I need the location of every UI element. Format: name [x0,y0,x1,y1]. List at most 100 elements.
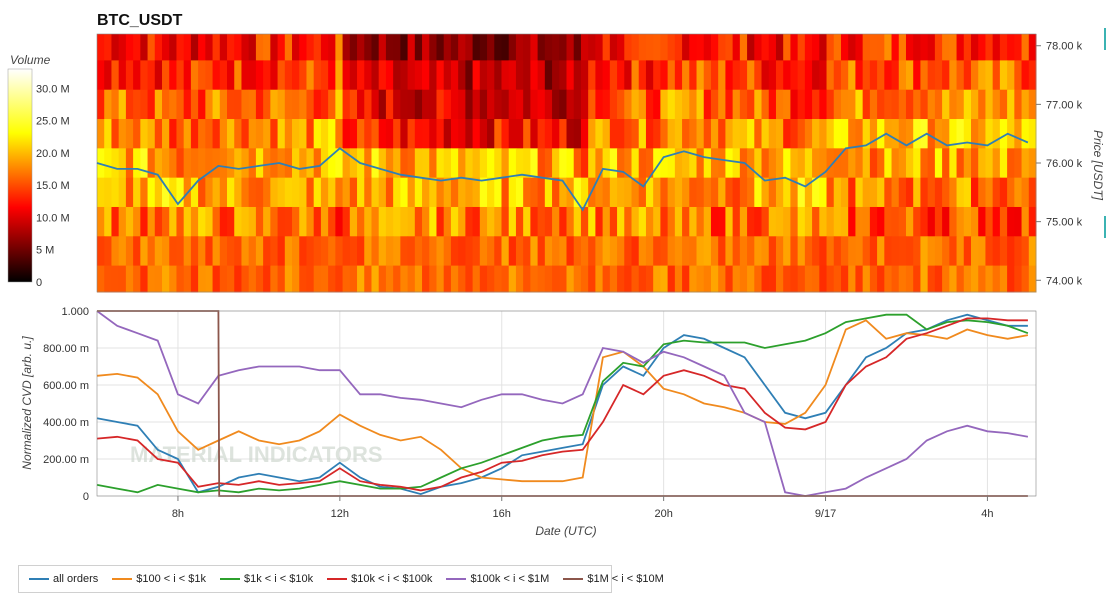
heatmap-cell [660,60,669,91]
heatmap-cell [653,177,661,208]
heatmap-cell [653,148,661,179]
heatmap-cell [703,119,712,149]
cvd-y-tick-label: 200.00 m [43,454,89,466]
heatmap-cell [963,89,972,120]
heatmap-cell [414,60,423,91]
legend-item[interactable]: all orders [29,573,98,585]
heatmap-cell [703,206,712,237]
heatmap-cell [927,265,936,293]
heatmap-cell [884,206,893,237]
cvd-frame [96,310,1037,497]
heatmap-cell [768,148,777,179]
heatmap-cell [494,177,502,208]
heatmap-cell [696,119,705,149]
heatmap-cell [884,60,893,91]
heatmap-cell [725,119,734,149]
heatmap-cell [1021,34,1030,61]
heatmap-cell [154,236,163,267]
heatmap-cell [400,236,409,267]
heatmap-cell [328,119,336,149]
legend-item[interactable]: $100k < i < $1M [446,573,549,585]
heatmap-cell [385,177,394,208]
heatmap-cell [631,236,640,267]
heatmap-cell [422,177,430,208]
heatmap-cell [147,119,156,149]
legend-item[interactable]: $100 < i < $1k [112,573,206,585]
heatmap-cell [544,206,553,237]
heatmap-cell [162,177,170,208]
heatmap-cell [580,34,589,61]
cvd-y-tick-label: 0 [83,491,89,503]
heatmap-cell [595,119,604,149]
heatmap-cell [429,206,437,237]
heatmap-cell [747,60,755,91]
heatmap-cell [241,206,250,237]
heatmap-cell [111,34,120,61]
heatmap-cell [552,177,560,208]
heatmap-cell [183,34,192,61]
heatmap-cell [183,148,192,179]
heatmap-cell [992,236,1001,267]
heatmap-cell [212,60,221,91]
heatmap-cell [696,60,705,91]
heatmap-cell [255,206,264,237]
heatmap-cell [140,89,149,120]
heatmap-cell [364,236,372,267]
heatmap-cell [450,265,459,293]
heatmap-cell [631,177,640,208]
heatmap-cell [97,236,105,267]
heatmap-cell [653,265,661,293]
heatmap-cell [472,206,481,237]
heatmap-cell [862,236,871,267]
heatmap-cell [1028,206,1037,237]
heatmap-cell [804,265,813,293]
price-heatmap [97,34,1037,293]
heatmap-cell [985,148,994,179]
heatmap-cell [754,34,763,61]
heatmap-cell [140,265,149,293]
heatmap-cell [342,148,351,179]
heatmap-cell [963,236,972,267]
heatmap-cell [443,89,452,120]
heatmap-cell [465,119,474,149]
heatmap-cell [472,265,481,293]
heatmap-cell [472,177,481,208]
heatmap-cell [364,119,372,149]
heatmap-cell [963,60,972,91]
heatmap-cell [848,265,856,293]
heatmap-cell [703,60,712,91]
heatmap-cell [364,206,372,237]
heatmap-cell [826,177,835,208]
heatmap-cell [299,177,307,208]
heatmap-cell [949,265,958,293]
heatmap-cell [1028,60,1037,91]
legend-item[interactable]: $1M < i < $10M [563,573,664,585]
heatmap-cell [219,60,228,91]
heatmap-cell [761,34,770,61]
heatmap-cell [942,119,950,149]
legend-item[interactable]: $1k < i < $10k [219,573,313,585]
heatmap-cell [147,206,156,237]
heatmap-cell [169,119,177,149]
heatmap-cell [1028,177,1037,208]
legend-item[interactable]: $10k < i < $100k [327,573,432,585]
heatmap-cell [400,265,409,293]
heatmap-cell [140,60,149,91]
heatmap-cell [371,89,380,120]
heatmap-cell [710,236,719,267]
heatmap-cell [385,119,394,149]
heatmap-cell [588,119,596,149]
heatmap-cell [862,148,871,179]
heatmap-cell [263,60,271,91]
heatmap-cell [1007,148,1015,179]
heatmap-cell [284,177,293,208]
scroll-marker-bottom [1104,216,1106,238]
heatmap-cell [104,119,112,149]
heatmap-cell [364,89,372,120]
heatmap-cell [385,89,394,120]
heatmap-cell [609,206,618,237]
heatmap-cell [595,89,604,120]
heatmap-cell [154,265,163,293]
heatmap-cell [270,206,279,237]
